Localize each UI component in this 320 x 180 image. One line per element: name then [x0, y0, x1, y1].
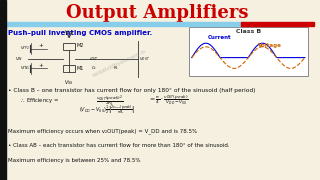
Text: $V_{TP2}$: $V_{TP2}$ [20, 45, 30, 52]
Bar [63, 43, 76, 50]
Text: • Class AB – each transistor has current flow for more than 180° of the sinusoid: • Class AB – each transistor has current… [8, 143, 229, 148]
Bar [6, 22, 241, 26]
Text: Current: Current [207, 35, 231, 40]
Text: $V_{DD}$: $V_{DD}$ [64, 28, 74, 37]
Text: $V_{TN1}$: $V_{TN1}$ [20, 65, 30, 72]
Bar [63, 65, 76, 72]
Text: $= \frac{\pi}{4} \cdot \frac{v_{OUT}(peak)}{V_{DD}-V_{SS}}$: $= \frac{\pi}{4} \cdot \frac{v_{OUT}(pea… [148, 94, 189, 107]
Text: $V_{OUT}$: $V_{OUT}$ [139, 56, 150, 63]
Text: $C_c$: $C_c$ [91, 65, 98, 72]
Bar [188, 27, 308, 76]
Text: Output Amplifiers: Output Amplifiers [66, 4, 248, 22]
Text: +: + [38, 63, 43, 68]
Text: $R_L$: $R_L$ [113, 65, 119, 72]
Text: Maximum efficiency occurs when v₂OUT(peak) = V_DD and is 78.5%: Maximum efficiency occurs when v₂OUT(pea… [8, 129, 197, 134]
Text: Push–pull inventing CMOS amplifier.: Push–pull inventing CMOS amplifier. [8, 30, 152, 36]
Text: Voltage: Voltage [258, 42, 282, 48]
Text: $\frac{v_{OUT}(peak)^2}{2R_L}$: $\frac{v_{OUT}(peak)^2}{2R_L}$ [96, 93, 124, 109]
Text: $i_{OUT}$: $i_{OUT}$ [89, 56, 99, 63]
Bar [241, 22, 314, 26]
Text: $\therefore$ Efficiency =: $\therefore$ Efficiency = [19, 96, 59, 105]
Bar [0, 0, 6, 180]
Text: Maximum efficiency is between 25% and 78.5%: Maximum efficiency is between 25% and 78… [8, 158, 140, 163]
Text: M1: M1 [76, 66, 84, 71]
Text: M2: M2 [76, 42, 84, 48]
Text: • Class B – one transistor has current flow for only 180° of the sinusoid (half : • Class B – one transistor has current f… [8, 87, 255, 93]
Text: sanjaividhyasaram.in: sanjaividhyasaram.in [92, 48, 147, 78]
Text: Class B: Class B [236, 29, 261, 34]
Text: $V_{IN}$: $V_{IN}$ [15, 56, 23, 63]
Text: +: + [38, 43, 43, 48]
Text: $(V_{DD}-V_{SS})\frac{1}{2}\left|\frac{2v_{OUT}(peak)}{\pi R_L}\right|$: $(V_{DD}-V_{SS})\frac{1}{2}\left|\frac{2… [79, 103, 134, 116]
Text: $V_{SS}$: $V_{SS}$ [64, 78, 74, 87]
